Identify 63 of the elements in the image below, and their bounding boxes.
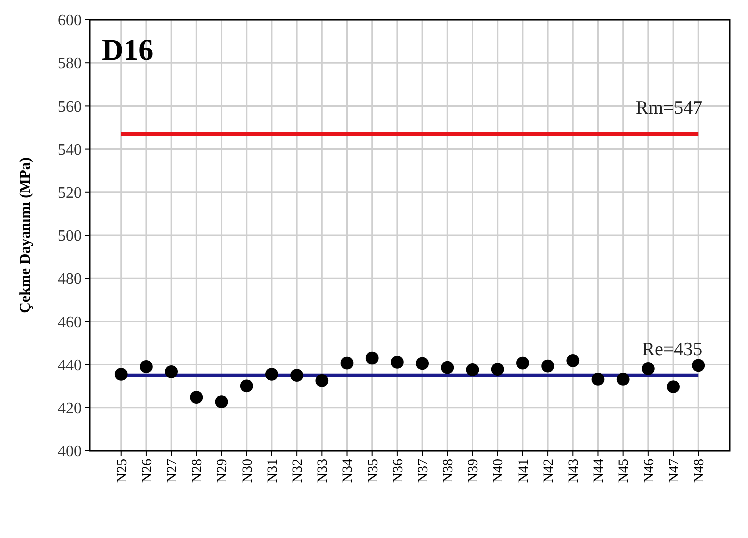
x-tick-label: N39 xyxy=(466,459,482,484)
point xyxy=(391,356,404,369)
x-tick-label: N44 xyxy=(592,459,608,484)
x-tick-label: N34 xyxy=(341,459,356,484)
point xyxy=(340,356,354,370)
point xyxy=(290,369,304,382)
ref-line-label: Rm=547 xyxy=(636,98,703,120)
x-tick-label: N40 xyxy=(492,459,507,484)
y-tick-label: 480 xyxy=(58,271,82,288)
point xyxy=(266,368,278,381)
point xyxy=(215,396,228,408)
x-tick-label: N41 xyxy=(516,459,532,484)
point xyxy=(692,359,706,372)
y-tick-label: 420 xyxy=(58,400,82,418)
y-tick-label: 520 xyxy=(58,185,82,202)
point xyxy=(466,364,480,376)
point xyxy=(667,380,680,394)
y-tick-label: 600 xyxy=(58,12,82,30)
ref-line-label: Re=435 xyxy=(642,340,703,361)
point xyxy=(316,374,329,388)
y-tick-label: 540 xyxy=(58,142,82,159)
point xyxy=(165,365,178,378)
y-tick-label: 500 xyxy=(58,228,82,246)
y-tick-label: 580 xyxy=(58,56,82,73)
x-tick-label: N31 xyxy=(266,459,281,484)
point xyxy=(616,373,630,386)
x-tick-label: N46 xyxy=(642,459,658,484)
point xyxy=(190,391,204,404)
x-tick-label: N43 xyxy=(567,459,582,484)
point xyxy=(516,356,530,370)
point xyxy=(542,360,554,373)
x-tick-label: N37 xyxy=(416,459,432,484)
x-tick-label: N25 xyxy=(115,459,130,484)
x-tick-label: N33 xyxy=(316,459,332,484)
point xyxy=(491,363,504,376)
x-tick-label: N45 xyxy=(617,459,632,484)
x-tick-label: N47 xyxy=(667,459,682,484)
x-tick-label: N28 xyxy=(190,459,206,484)
point xyxy=(114,368,128,381)
point xyxy=(416,357,429,370)
point xyxy=(642,362,655,376)
x-tick-label: N32 xyxy=(290,459,306,484)
x-tick-label: N29 xyxy=(216,459,231,484)
text: D16 xyxy=(102,34,154,67)
point xyxy=(240,380,254,393)
point xyxy=(366,352,379,365)
y-tick-label: 560 xyxy=(58,98,82,116)
x-tick-label: N27 xyxy=(165,459,180,484)
x-tick-label: N26 xyxy=(140,459,156,484)
point xyxy=(140,360,153,374)
x-tick-label: N48 xyxy=(692,459,708,484)
x-tick-label: N35 xyxy=(366,459,382,484)
x-tick-label: N42 xyxy=(542,459,557,484)
point xyxy=(566,354,580,368)
x-tick-label: N30 xyxy=(240,459,256,484)
point xyxy=(441,361,454,374)
y-tick-label: 400 xyxy=(58,444,82,461)
y-tick-label: 440 xyxy=(58,357,82,374)
x-tick-label: N36 xyxy=(391,459,406,484)
y-tick-label: 460 xyxy=(58,314,82,332)
x-tick-label: N38 xyxy=(442,459,457,484)
y-axis-title: Çekme Dayanımı (MPa) xyxy=(18,158,34,314)
point xyxy=(592,373,605,386)
